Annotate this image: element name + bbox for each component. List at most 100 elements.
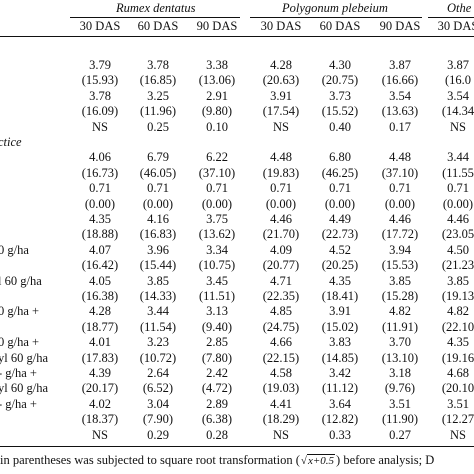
table-cell: 0.27: [389, 427, 411, 442]
table-row: (16.73) (46.05) (37.10) (19.83) (46.25) (37.1…: [0, 166, 474, 180]
table-cell: (20.17): [81, 381, 119, 396]
table-cell: (14.33): [139, 289, 177, 303]
table-cell: (24.75): [262, 319, 300, 334]
table-cell: (22.73): [321, 227, 359, 242]
table-cell: (14.34: [441, 104, 474, 119]
table-cell: NS: [273, 427, 289, 442]
table-cell: (11.96): [140, 104, 176, 119]
table-cell: (7.80): [201, 350, 233, 365]
table-cell: (0.00): [201, 196, 233, 211]
table-cell: 4.16: [147, 212, 169, 226]
table-cell: 0.25: [147, 119, 169, 134]
table-cell: (20.77): [262, 258, 300, 273]
table-cell: (19.83): [262, 165, 300, 180]
table-cell: 4.46: [447, 212, 469, 226]
table-cell: (10.72): [139, 350, 177, 365]
footnote-text-end: ) before analysis; D: [336, 453, 435, 467]
table-row: ctice: [0, 135, 474, 149]
table-cell: (9.40): [201, 319, 233, 334]
table-row: (16.42) (15.44) (10.75) (20.77) (20.25) (15.5…: [0, 258, 474, 272]
table-row: 4.35 4.16 3.75 4.46 4.49 4.46 4.46: [0, 212, 474, 226]
table-cell: 3.85: [389, 273, 411, 288]
table-cell: 6.79: [147, 150, 169, 165]
table-cell: (20.25): [321, 258, 359, 273]
table-cell: 3.87: [389, 58, 411, 72]
row-label: 0 g/ha: [0, 242, 29, 257]
table-cell: (16.85): [139, 73, 177, 88]
table-cell: 3.45: [206, 273, 228, 288]
table-cell: (46.25): [321, 165, 359, 180]
table-cell: 4.48: [270, 150, 292, 165]
table-cell: (11.90): [382, 412, 418, 427]
table-cell: 3.34: [206, 242, 228, 257]
table-cell: (11.54): [140, 319, 176, 334]
table-cell: 4.07: [89, 242, 111, 257]
table-cell: 0.71: [329, 181, 351, 196]
table-cell: 3.64: [329, 396, 351, 411]
table-row: 0 g/ha + 4.01 3.23 2.85 4.66 3.83 3.70 4.35: [0, 335, 474, 349]
table-cell: (15.28): [381, 289, 419, 303]
table-cell: (13.10): [381, 350, 419, 365]
das-header: 90 DAS: [196, 19, 238, 33]
table-cell: (15.44): [139, 258, 177, 273]
table-cell: 3.04: [147, 396, 169, 411]
table-cell: (13.63): [381, 104, 419, 119]
table-cell: 4.85: [270, 304, 292, 319]
species-header-others: Othe: [447, 1, 472, 15]
das-header: 30 DAS: [260, 19, 302, 33]
table-cell: (0.00): [442, 196, 474, 211]
table-cell: 4.49: [329, 212, 351, 226]
table-cell: (13.62): [198, 227, 236, 242]
table-cell: (16.66): [381, 73, 419, 88]
table-cell: 4.05: [89, 273, 111, 288]
table-cell: 0.71: [270, 181, 292, 196]
table-cell: 4.46: [389, 212, 411, 226]
table-cell: NS: [92, 119, 108, 134]
table-cell: 3.13: [206, 304, 228, 319]
table-cell: 2.64: [147, 366, 169, 380]
table-cell: (18.37): [81, 412, 119, 427]
footnote: in parentheses was subjected to square r…: [0, 452, 434, 469]
table-row: (18.37) (7.90) (6.38) (18.29) (12.82) (11.90)…: [0, 412, 474, 426]
table-cell: 3.38: [206, 58, 228, 72]
table-cell: 3.96: [147, 242, 169, 257]
table-cell: (13.06): [198, 73, 236, 88]
table-cell: (10.75): [198, 258, 236, 273]
table-cell: (22.15): [262, 350, 300, 365]
table-row: (16.09) (11.96) (9.80) (17.54) (15.52) (13.63…: [0, 104, 474, 118]
table-cell: 4.82: [389, 304, 411, 319]
table-row: NS 0.25 0.10 NS 0.40 0.17 NS: [0, 120, 474, 134]
table-cell: (16.38): [81, 289, 119, 303]
table-cell: (16.0: [444, 73, 472, 88]
table-cell: 0.71: [147, 181, 169, 196]
table-cell: 0.71: [89, 181, 111, 196]
table-cell: 3.51: [389, 396, 411, 411]
table-cell: 6.22: [206, 150, 228, 165]
table-cell: (21.23: [441, 258, 474, 273]
table-cell: NS: [92, 427, 108, 442]
table-cell: 4.71: [270, 273, 292, 288]
table-cell: 3.25: [147, 88, 169, 103]
table-cell: 4.50: [447, 242, 469, 257]
table-cell: 3.85: [147, 273, 169, 288]
row-label: 0 g/ha +: [0, 335, 40, 350]
group-rule-others: [428, 17, 474, 18]
table-row: (16.38) (14.33) (11.51) (22.35) (18.41) (15.2…: [0, 289, 474, 303]
table-cell: (14.85): [321, 350, 359, 365]
table-cell: 3.18: [389, 366, 411, 380]
table-cell: 4.30: [329, 58, 351, 72]
table-cell: 3.91: [270, 88, 292, 103]
table-row: 0 g/ha + 4.28 3.44 3.13 4.85 3.91 4.82 4.82: [0, 304, 474, 318]
table-row: - g/ha + 4.02 3.04 2.89 4.41 3.64 3.51 3.51: [0, 397, 474, 411]
das-header: 60 DAS: [319, 19, 361, 33]
table-row: 0.71 0.71 0.71 0.71 0.71 0.71 0.71: [0, 181, 474, 195]
table-cell: (37.10): [381, 165, 419, 180]
table-cell: 4.09: [270, 242, 292, 257]
das-header: 90 DAS: [379, 19, 421, 33]
table-cell: 4.58: [270, 366, 292, 380]
table-cell: (17.54): [262, 104, 300, 119]
table-cell: (21.70): [262, 227, 300, 242]
table-cell: 0.10: [206, 119, 228, 134]
table-row: 0 g/ha 4.07 3.96 3.34 4.09 4.52 3.94 4.50: [0, 243, 474, 257]
table-cell: (46.05): [139, 165, 177, 180]
